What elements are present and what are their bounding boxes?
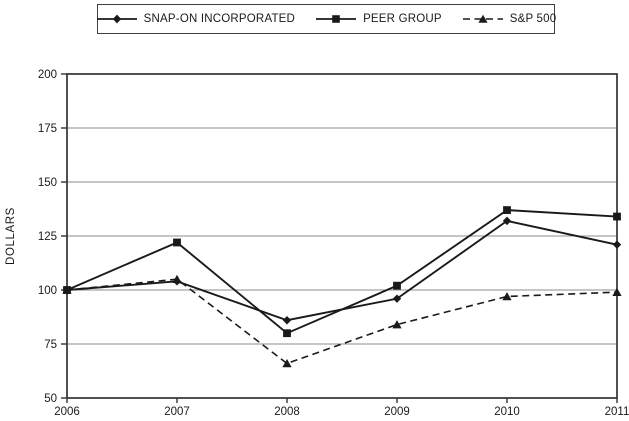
legend-item-sp500: S&P 500 xyxy=(462,13,557,25)
marker-diamond-snap-on-incorporated xyxy=(612,240,622,249)
marker-square-peer-group xyxy=(503,206,511,214)
x-tick-label: 2010 xyxy=(494,406,520,418)
y-tick-label: 75 xyxy=(44,339,57,351)
marker-square-peer-group xyxy=(63,286,71,294)
marker-triangle-s-p-500 xyxy=(502,292,512,301)
x-tick-label: 2008 xyxy=(274,406,300,418)
marker-triangle-s-p-500 xyxy=(282,359,292,368)
square-line-icon xyxy=(316,15,357,23)
y-tick-label: 200 xyxy=(38,69,57,81)
marker-square-peer-group xyxy=(283,329,291,338)
marker-diamond-snap-on-incorporated xyxy=(392,294,402,303)
x-tick-label: 2011 xyxy=(605,406,629,418)
legend-item-snap-on: SNAP-ON INCORPORATED xyxy=(96,13,295,25)
legend-item-peer-group: PEER GROUP xyxy=(315,13,442,25)
y-tick-label: 100 xyxy=(38,285,57,297)
marker-square-peer-group xyxy=(613,212,621,221)
triangle-dashed-line-icon xyxy=(462,14,503,23)
legend-label-peer-group: PEER GROUP xyxy=(363,13,442,25)
legend-label-sp500: S&P 500 xyxy=(509,13,557,25)
y-tick-label: 125 xyxy=(38,231,57,243)
marker-triangle-s-p-500 xyxy=(392,320,402,329)
series-line-peer-group xyxy=(66,209,618,335)
x-tick-label: 2006 xyxy=(54,406,80,418)
y-tick-label: 175 xyxy=(38,123,57,135)
y-tick-label: 150 xyxy=(38,177,57,189)
x-tick-label: 2007 xyxy=(164,406,190,418)
marker-diamond-snap-on-incorporated xyxy=(172,277,182,286)
legend: SNAP-ON INCORPORATED PEER GROUP S&P 500 xyxy=(96,4,557,34)
marker-diamond-snap-on-incorporated xyxy=(282,316,292,325)
legend-label-snap-on: SNAP-ON INCORPORATED xyxy=(143,13,296,25)
series-line-s-p-500 xyxy=(66,278,618,365)
x-tick-label: 2009 xyxy=(384,406,410,418)
marker-square-peer-group xyxy=(173,238,181,247)
marker-diamond-snap-on-incorporated xyxy=(502,216,512,226)
diamond-line-icon xyxy=(96,14,137,24)
marker-square-peer-group xyxy=(393,281,401,290)
marker-triangle-s-p-500 xyxy=(612,287,622,296)
plot-border xyxy=(66,73,618,399)
y-tick-label: 50 xyxy=(44,393,57,405)
